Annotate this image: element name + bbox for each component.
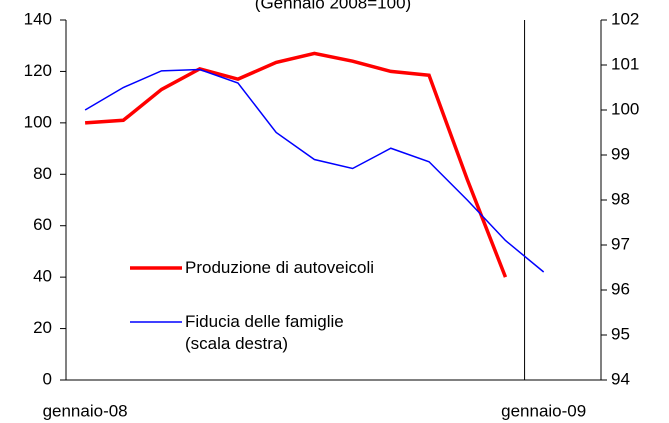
y-tick-label: 0 (43, 369, 52, 388)
y2-tick-label: 102 (611, 9, 639, 28)
y-tick-label: 140 (24, 9, 52, 28)
legend-label: Produzione di autoveicoli (185, 258, 375, 277)
y2-tick-label: 101 (611, 54, 639, 73)
y2-tick-label: 97 (611, 234, 630, 253)
series-line (84, 51, 508, 278)
y-tick-label: 60 (33, 215, 52, 234)
legend-label: Fiducia delle famiglie (scala destra) (185, 312, 344, 353)
y-tick-label: 20 (33, 318, 52, 337)
y2-tick-label: 95 (611, 324, 630, 343)
y2-tick-label: 96 (611, 279, 630, 298)
x-tick-label: gennaio-08 (43, 401, 128, 420)
y2-tick-label: 100 (611, 99, 639, 118)
y-tick-label: 80 (33, 164, 52, 183)
x-tick-label: gennaio-09 (501, 401, 586, 420)
y2-tick-label: 99 (611, 144, 630, 163)
chart-subtitle: (Gennaio 2008=100) (255, 0, 411, 12)
y2-tick-label: 94 (611, 369, 630, 388)
y-tick-label: 40 (33, 267, 52, 286)
y2-tick-label: 98 (611, 189, 630, 208)
y-tick-label: 100 (24, 112, 52, 131)
y-tick-label: 120 (24, 61, 52, 80)
series-line (84, 68, 545, 273)
